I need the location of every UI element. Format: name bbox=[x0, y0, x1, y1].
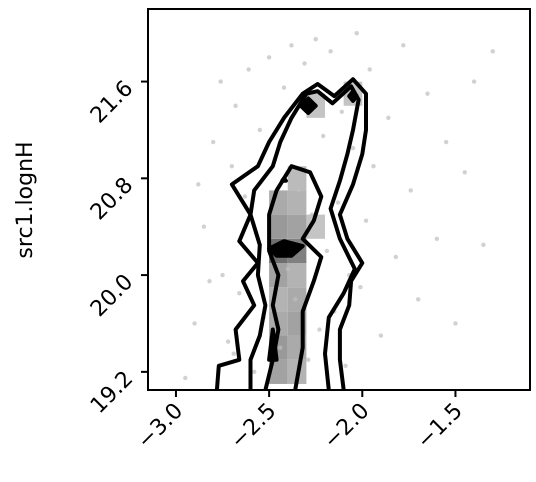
scatter-point bbox=[358, 284, 363, 290]
scatter-point bbox=[278, 345, 283, 350]
scatter-point bbox=[335, 200, 341, 205]
scatter-point bbox=[218, 79, 223, 84]
scatter-point bbox=[211, 139, 216, 145]
density-cell bbox=[287, 214, 307, 239]
scatter-point bbox=[207, 278, 212, 284]
scatter-point bbox=[220, 272, 225, 278]
scatter-point bbox=[317, 327, 322, 332]
scatter-point bbox=[302, 61, 307, 66]
contour-line-peak bbox=[267, 327, 279, 362]
scatter-point bbox=[393, 254, 399, 260]
scatter-point bbox=[471, 79, 477, 84]
scatter-point bbox=[183, 375, 188, 381]
scatter-point bbox=[225, 339, 231, 344]
density-cell bbox=[287, 166, 307, 191]
scatter-point bbox=[281, 85, 287, 90]
scatter-point bbox=[371, 164, 376, 169]
scatter-point bbox=[363, 218, 369, 223]
contour-line-peak bbox=[347, 89, 359, 103]
scatter-point bbox=[233, 103, 238, 108]
scatter-point bbox=[425, 91, 430, 96]
scatter-point bbox=[309, 212, 315, 217]
density-cell bbox=[269, 214, 288, 239]
scatter-point bbox=[320, 133, 326, 139]
scatter-point bbox=[339, 109, 344, 115]
scatter-point bbox=[354, 30, 359, 36]
scatter-point bbox=[237, 291, 242, 296]
scatter-point bbox=[453, 321, 458, 326]
scatter-point bbox=[257, 127, 263, 133]
contour-line-inner bbox=[263, 164, 324, 390]
scatter-point bbox=[462, 170, 467, 175]
scatter-point bbox=[313, 37, 318, 42]
scatter-point bbox=[242, 194, 248, 199]
scatter-point bbox=[296, 188, 302, 193]
scatter-point bbox=[386, 115, 391, 121]
scatter-point bbox=[350, 145, 356, 151]
plot-frame bbox=[147, 8, 531, 391]
scatter-point bbox=[343, 363, 348, 369]
contour-line-peak bbox=[280, 176, 288, 183]
scatter-point bbox=[246, 67, 251, 72]
scatter-point bbox=[367, 67, 372, 72]
density-cell bbox=[306, 214, 326, 239]
y-axis-label: src1.lognH bbox=[13, 141, 38, 258]
scatter-point bbox=[201, 224, 207, 229]
scatter-point bbox=[229, 164, 235, 169]
contour-line-middle bbox=[248, 84, 361, 390]
scatter-point bbox=[443, 139, 449, 145]
scatter-point bbox=[415, 297, 421, 302]
scatter-point bbox=[196, 182, 201, 187]
scatter-point bbox=[192, 321, 197, 326]
scatter-point bbox=[293, 297, 298, 302]
density-cell bbox=[269, 359, 288, 384]
scatter-point bbox=[328, 49, 333, 54]
density-cell bbox=[287, 190, 307, 215]
contour-lines bbox=[214, 77, 368, 390]
scatter-point bbox=[324, 248, 330, 254]
density-cell bbox=[287, 263, 307, 288]
scatter-point bbox=[490, 49, 495, 54]
scatter-point bbox=[266, 55, 272, 60]
scatter-point bbox=[481, 242, 486, 248]
contour-line-outer bbox=[214, 77, 368, 390]
scatter-point bbox=[285, 266, 290, 272]
scatter-point bbox=[289, 43, 294, 48]
scatter-point bbox=[401, 43, 406, 48]
scatter-point bbox=[408, 188, 413, 193]
scatter-point bbox=[378, 333, 384, 338]
scatter-point bbox=[252, 369, 257, 375]
contour-line-peak bbox=[267, 239, 305, 258]
contour-line-peak bbox=[298, 96, 318, 115]
scatter-point bbox=[306, 357, 311, 362]
scatter-point bbox=[231, 351, 236, 356]
scatter-point bbox=[434, 236, 440, 242]
